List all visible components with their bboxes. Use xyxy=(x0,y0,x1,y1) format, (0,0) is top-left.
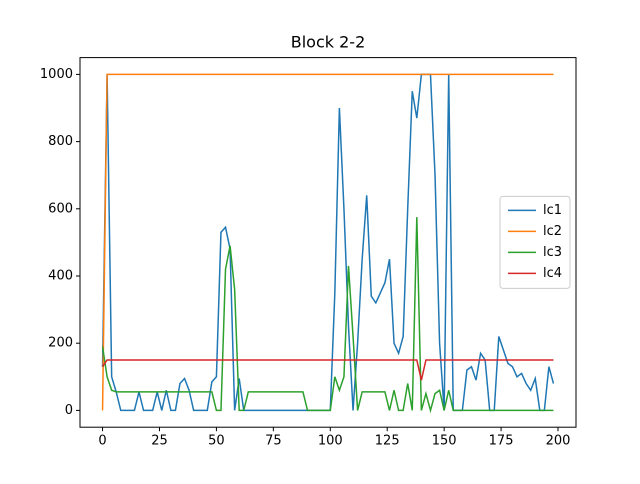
y-tick-label: 0 xyxy=(65,403,73,418)
legend-label: lc2 xyxy=(543,224,562,239)
y-tick-label: 400 xyxy=(48,269,73,284)
plot-frame xyxy=(79,57,577,428)
x-tick-label: 125 xyxy=(375,434,400,449)
y-tick-label: 1000 xyxy=(40,67,73,82)
x-tick-label: 100 xyxy=(318,434,343,449)
chart-title: Block 2-2 xyxy=(291,33,366,52)
x-tick-label: 200 xyxy=(546,434,571,449)
line-lc3 xyxy=(101,217,554,414)
y-tick-label: 600 xyxy=(48,201,73,216)
x-tick-label: 175 xyxy=(489,434,514,449)
legend-box xyxy=(499,195,571,289)
y-tick-label: 200 xyxy=(48,336,73,351)
line-lc2 xyxy=(101,73,554,411)
x-tick-label: 150 xyxy=(432,434,457,449)
y-tick-label: 800 xyxy=(48,134,73,149)
legend-label: lc3 xyxy=(543,245,562,260)
line-lc4 xyxy=(101,359,554,381)
x-tick-label: 25 xyxy=(151,434,168,449)
x-tick-label: 0 xyxy=(98,434,106,449)
legend-label: lc4 xyxy=(543,266,562,281)
legend-label: lc1 xyxy=(543,203,562,218)
x-tick-label: 75 xyxy=(265,434,282,449)
x-tick-label: 50 xyxy=(208,434,225,449)
